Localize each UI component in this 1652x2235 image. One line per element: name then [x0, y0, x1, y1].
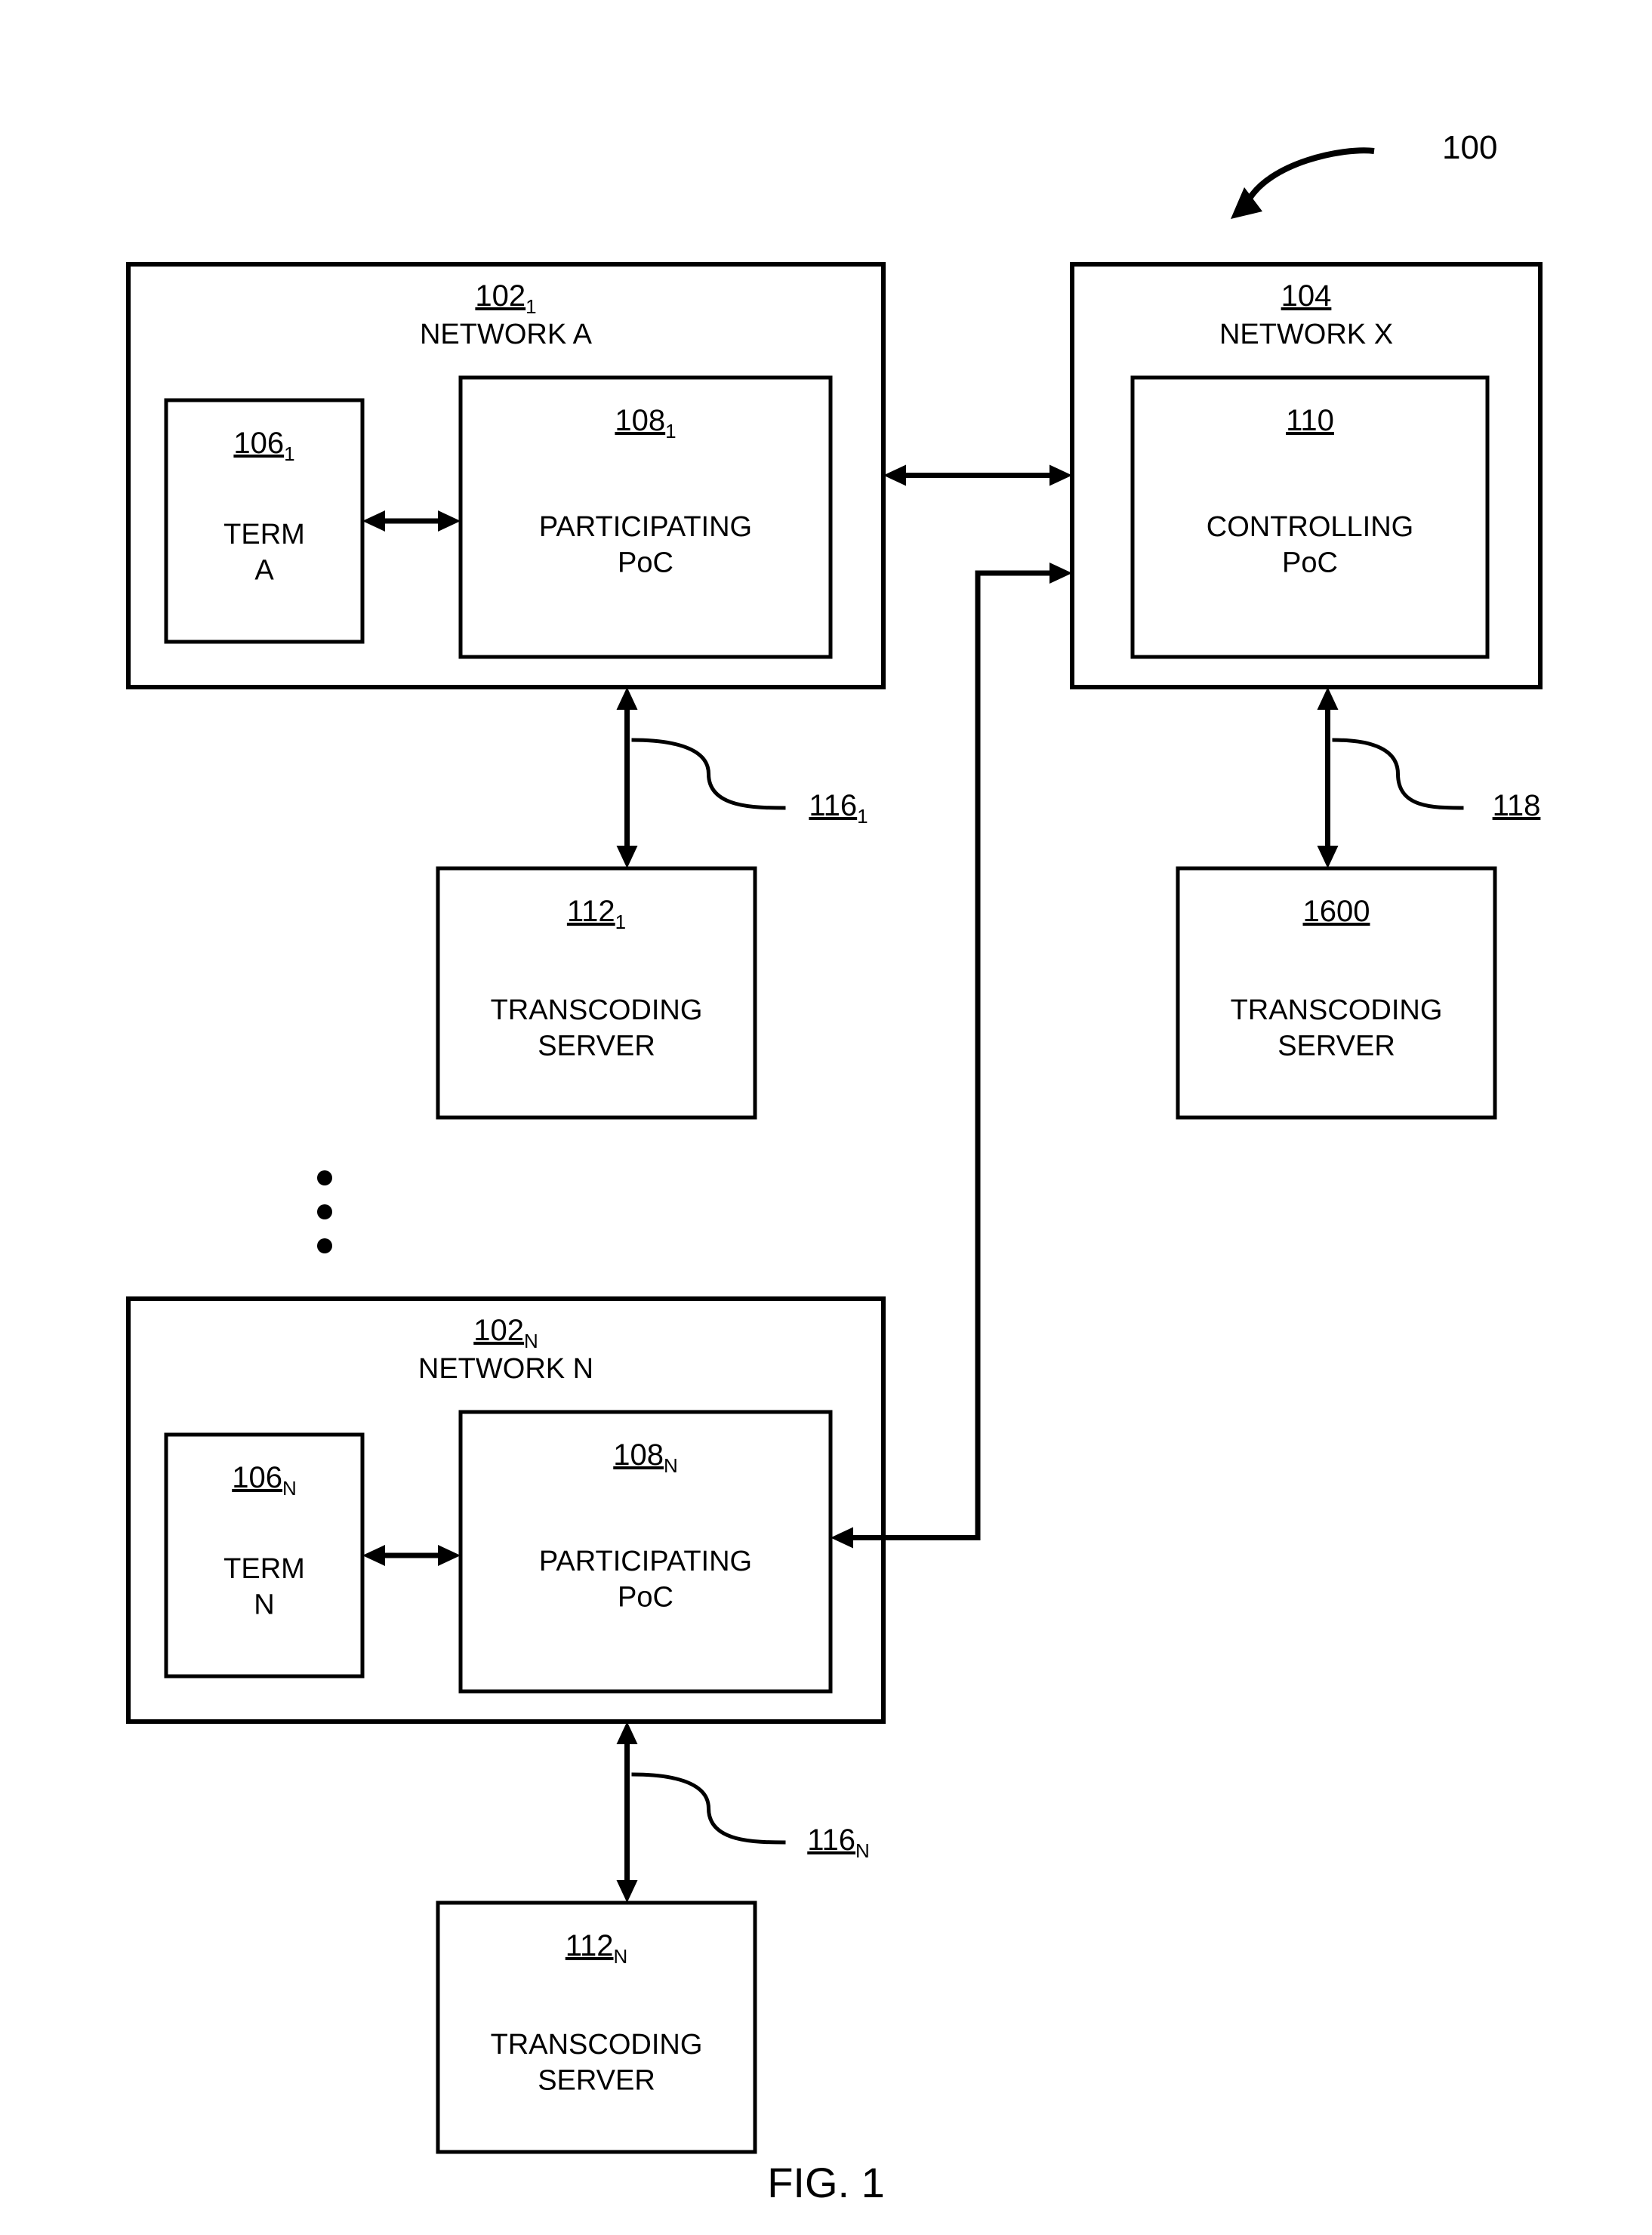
trans-n-text-l1: SERVER: [538, 2065, 655, 2097]
conn-ppocN-transN-head-b: [617, 1880, 638, 1903]
cpoc-text-l0: CONTROLLING: [1207, 511, 1413, 543]
trans-n-text-l0: TRANSCODING: [491, 2029, 703, 2061]
ellipsis-dot-1: [317, 1204, 332, 1219]
ellipsis-dot-0: [317, 1170, 332, 1185]
cpoc-text-l1: PoC: [1282, 547, 1338, 579]
ellipsis-dot-2: [317, 1238, 332, 1253]
network-a-label: NETWORK A: [420, 319, 593, 350]
ppoc-n-text-l0: PARTICIPATING: [539, 1546, 752, 1577]
network-n-label: NETWORK N: [418, 1353, 593, 1385]
overall-ref-leader: [1247, 150, 1374, 202]
conn-cpoc-transX-head-a: [1318, 687, 1339, 710]
term-n-text-l1: N: [254, 1589, 274, 1621]
trans-a-text-l1: SERVER: [538, 1031, 655, 1062]
network-x-label: NETWORK X: [1219, 319, 1393, 350]
conn-ppocA-transA-head-b: [617, 846, 638, 868]
trans-a-text-l0: TRANSCODING: [491, 994, 703, 1026]
conn-ppocN-transN-head-a: [617, 1722, 638, 1744]
conn-ppocN-cpoc-head-b: [1049, 563, 1072, 584]
trans-x-ref: 1600: [1303, 895, 1370, 928]
conn-ppocA-cpoc-head-b: [1049, 465, 1072, 486]
conn-ppocA-transA-head-a: [617, 687, 638, 710]
figure-caption: FIG. 1: [767, 2159, 885, 2206]
trans-x-text-l1: SERVER: [1278, 1031, 1395, 1062]
term-a-text-l0: TERM: [223, 519, 305, 550]
overall-ref: 100: [1442, 129, 1497, 166]
conn-ppocA-cpoc-head-a: [883, 465, 906, 486]
network-x-ref: 104: [1281, 279, 1332, 313]
term-n-text-l0: TERM: [223, 1553, 305, 1585]
callout-118: [1333, 740, 1464, 808]
cpoc-ref: 110: [1286, 404, 1334, 437]
ref-116-n: 116N: [807, 1823, 870, 1862]
trans-x-text-l0: TRANSCODING: [1231, 994, 1443, 1026]
term-a-text-l1: A: [254, 555, 274, 587]
ppoc-a-text-l1: PoC: [618, 547, 673, 579]
ppoc-a-text-l0: PARTICIPATING: [539, 511, 752, 543]
callout-116-n: [632, 1774, 786, 1842]
callout-116-1: [632, 740, 786, 808]
ref-116-1: 1161: [809, 789, 868, 828]
ref-118: 118: [1493, 789, 1541, 822]
conn-cpoc-transX-head-b: [1318, 846, 1339, 868]
ppoc-n-text-l1: PoC: [618, 1582, 673, 1614]
